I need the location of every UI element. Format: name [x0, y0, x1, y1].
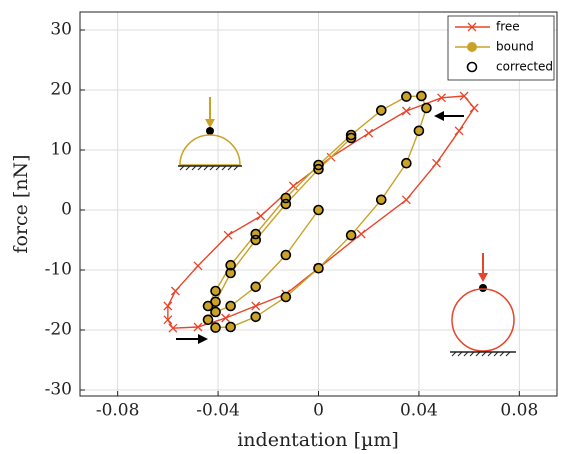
marks [163, 90, 479, 333]
legend-box [447, 15, 555, 81]
x-tick-label: -0.04 [196, 401, 240, 421]
marker [356, 229, 366, 239]
marker [250, 281, 262, 293]
legend-marker [467, 42, 477, 52]
y-tick-label: 0 [61, 200, 72, 220]
marker [256, 211, 266, 221]
marker [437, 93, 446, 103]
marker [193, 261, 203, 271]
marker [313, 159, 324, 171]
marker [413, 125, 425, 137]
legend-marker [467, 22, 477, 32]
y-tick-label: 10 [50, 140, 72, 160]
marker [401, 106, 411, 116]
legend: free bound corrected [447, 15, 555, 81]
marker [469, 103, 479, 113]
y-axis-label: force [nN] [10, 154, 32, 253]
marker [459, 91, 469, 101]
y-tick-label: -10 [45, 260, 72, 280]
marker [202, 314, 214, 326]
marker [345, 229, 357, 241]
marker [210, 285, 221, 297]
legend-label: free [496, 20, 520, 34]
marker [416, 90, 427, 102]
marker [280, 249, 292, 261]
marker [280, 192, 292, 204]
marker [421, 102, 432, 114]
marker [280, 291, 292, 303]
marker [225, 321, 236, 333]
marker [210, 322, 221, 333]
plot-frame [79, 11, 558, 397]
legend-label: corrected [496, 60, 553, 74]
marker [170, 286, 180, 296]
marker [345, 129, 357, 141]
marker [250, 228, 262, 240]
marker [432, 158, 441, 168]
marker [250, 311, 262, 323]
x-tick-label: 0 [313, 401, 324, 421]
marker [225, 300, 236, 312]
marker [168, 323, 178, 333]
marker [163, 301, 173, 311]
marker [210, 296, 221, 308]
legend-label: bound [496, 40, 534, 54]
marker [375, 105, 387, 116]
y-tick-label: -20 [45, 320, 72, 340]
y-tick-label: 20 [50, 80, 72, 100]
hemisphere-icon [178, 97, 242, 171]
marker [364, 128, 374, 138]
marker [223, 230, 233, 240]
legend-marker [466, 61, 478, 73]
marker [345, 132, 357, 144]
x-tick-label: 0.04 [400, 401, 438, 421]
marker [401, 91, 412, 102]
marker [280, 198, 292, 210]
marker [401, 157, 412, 169]
series-line [167, 95, 476, 329]
x-tick-label: 0.08 [500, 401, 538, 421]
marker [313, 163, 324, 175]
marker [313, 204, 324, 216]
y-tick-label: -30 [45, 380, 72, 400]
marker [251, 301, 261, 311]
marker [221, 313, 231, 323]
marker [454, 126, 464, 136]
marker [225, 267, 236, 279]
x-axis-label: indentation [µm] [237, 429, 399, 451]
marker [401, 195, 411, 205]
marker [193, 322, 203, 332]
marker [313, 262, 324, 274]
sphere-icon [450, 253, 516, 357]
marker [210, 306, 221, 318]
marker [250, 234, 262, 246]
x-tick-label: -0.08 [96, 401, 140, 421]
marker [375, 194, 387, 206]
y-tick-label: 30 [50, 20, 72, 40]
marker [163, 315, 173, 325]
marker [225, 259, 236, 271]
arrow [176, 111, 464, 344]
